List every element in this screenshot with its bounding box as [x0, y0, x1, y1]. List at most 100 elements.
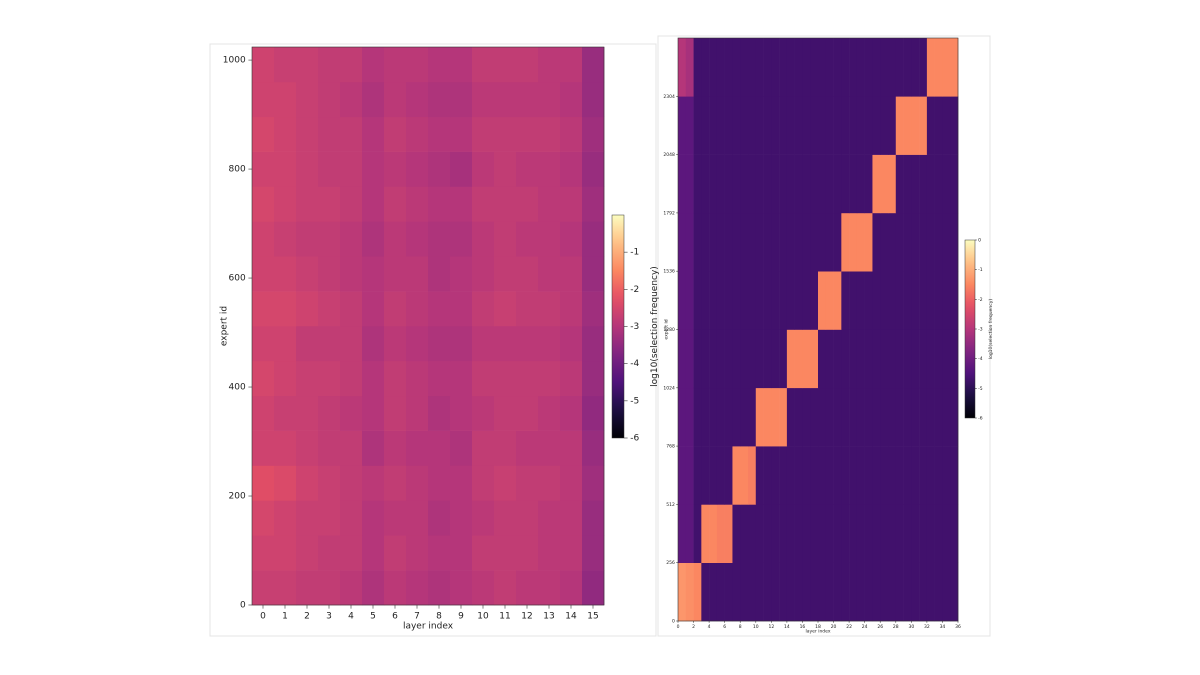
heatmap-cell: [903, 271, 912, 330]
heatmap-cell: [406, 221, 429, 257]
heatmap-cell: [340, 570, 363, 606]
heatmap-cell: [384, 151, 407, 187]
heatmap-cell: [888, 562, 897, 622]
heatmap-cell: [825, 154, 834, 214]
heatmap-cell: [516, 151, 539, 187]
heatmap-cell: [560, 116, 583, 152]
heatmap-cell: [582, 430, 605, 466]
heatmap-cell: [582, 186, 605, 222]
heatmap-cell: [560, 326, 583, 362]
heatmap-cell: [802, 154, 811, 214]
heatmap-cell: [716, 504, 725, 563]
heatmap-cell: [895, 387, 904, 447]
heatmap-cell: [864, 38, 873, 97]
heatmap-cell: [755, 96, 764, 155]
heatmap-cell: [318, 186, 341, 222]
x-tick-label: 3: [326, 611, 332, 621]
heatmap-cell: [428, 47, 451, 83]
heatmap-cell: [406, 186, 429, 222]
heatmap-cell: [472, 186, 495, 222]
colorbar-label: log10(selection frequency): [650, 266, 660, 387]
heatmap-cell: [340, 326, 363, 362]
heatmap-cell: [384, 570, 407, 606]
heatmap-cell: [560, 395, 583, 431]
heatmap-cell: [849, 562, 858, 622]
colorbar-label: log10(selection frequency): [988, 299, 994, 360]
heatmap-cell: [384, 116, 407, 152]
x-tick-label: 6: [723, 624, 726, 630]
heatmap-cell: [274, 570, 297, 606]
heatmap-cell: [864, 562, 873, 622]
heatmap-cell: [472, 500, 495, 536]
heatmap-cell: [872, 271, 881, 330]
heatmap-cell: [274, 360, 297, 397]
heatmap-cell: [252, 291, 275, 327]
heatmap-cell: [362, 465, 385, 501]
x-tick-label: 18: [815, 624, 821, 630]
heatmap-cell: [724, 387, 733, 447]
heatmap-cell: [494, 151, 517, 187]
heatmap-cell: [582, 81, 605, 118]
heatmap-cell: [406, 360, 429, 397]
heatmap-cell: [786, 212, 795, 272]
heatmap-cell: [833, 329, 842, 389]
heatmap-cell: [755, 446, 764, 505]
heatmap-cell: [740, 387, 749, 447]
heatmap-cell: [406, 47, 429, 83]
heatmap-cell: [724, 504, 733, 563]
heatmap-cell: [841, 212, 850, 272]
heatmap-cell: [942, 329, 951, 389]
heatmap-cell: [582, 326, 605, 362]
heatmap-cell: [318, 500, 341, 536]
heatmap-cell: [724, 446, 733, 505]
heatmap-cell: [693, 154, 702, 214]
heatmap-cell: [942, 562, 951, 622]
heatmap-cell: [494, 430, 517, 466]
heatmap-cell: [919, 96, 928, 155]
heatmap-cell: [538, 151, 561, 187]
heatmap-cell: [810, 446, 819, 505]
heatmap-cell: [494, 326, 517, 362]
heatmap-cell: [709, 562, 718, 622]
heatmap-cell: [794, 96, 803, 155]
heatmap-cell: [748, 96, 757, 155]
x-tick-label: 4: [708, 624, 711, 630]
heatmap-cell: [810, 562, 819, 622]
heatmap-cell: [849, 96, 858, 155]
heatmap-cell: [911, 329, 920, 389]
heatmap-cell: [709, 387, 718, 447]
y-tick-label: 768: [666, 444, 675, 450]
heatmap-cell: [779, 154, 788, 214]
heatmap-cell: [362, 570, 385, 606]
heatmap-cell: [340, 500, 363, 536]
heatmap-cell: [450, 570, 473, 606]
heatmap-cell: [748, 154, 757, 214]
heatmap-cell: [771, 154, 780, 214]
heatmap-cell: [318, 116, 341, 152]
heatmap-cell: [880, 329, 889, 389]
heatmap-cell: [716, 154, 725, 214]
heatmap-cell: [560, 186, 583, 222]
heatmap-cell: [340, 291, 363, 327]
heatmap-cell: [895, 446, 904, 505]
heatmap-cell: [709, 329, 718, 389]
heatmap-cell: [560, 465, 583, 501]
heatmap-cell: [560, 500, 583, 536]
colorbar-tick-label: -4: [630, 359, 639, 369]
x-tick-label: 16: [800, 624, 806, 630]
y-tick-label: 1024: [663, 385, 675, 391]
colorbar-tick-label: -1: [978, 267, 983, 273]
heatmap-cell: [362, 291, 385, 327]
heatmap-cell: [950, 38, 959, 97]
heatmap-cell: [296, 221, 319, 257]
heatmap-cell: [560, 81, 583, 118]
heatmap-cell: [942, 504, 951, 563]
heatmap-cell: [779, 38, 788, 97]
heatmap-cell: [926, 387, 935, 447]
heatmap-cell: [472, 151, 495, 187]
heatmap-cell: [406, 291, 429, 327]
heatmap-cell: [274, 151, 297, 187]
heatmap-cell: [849, 329, 858, 389]
heatmap-cell: [709, 96, 718, 155]
heatmap-cell: [942, 38, 951, 97]
